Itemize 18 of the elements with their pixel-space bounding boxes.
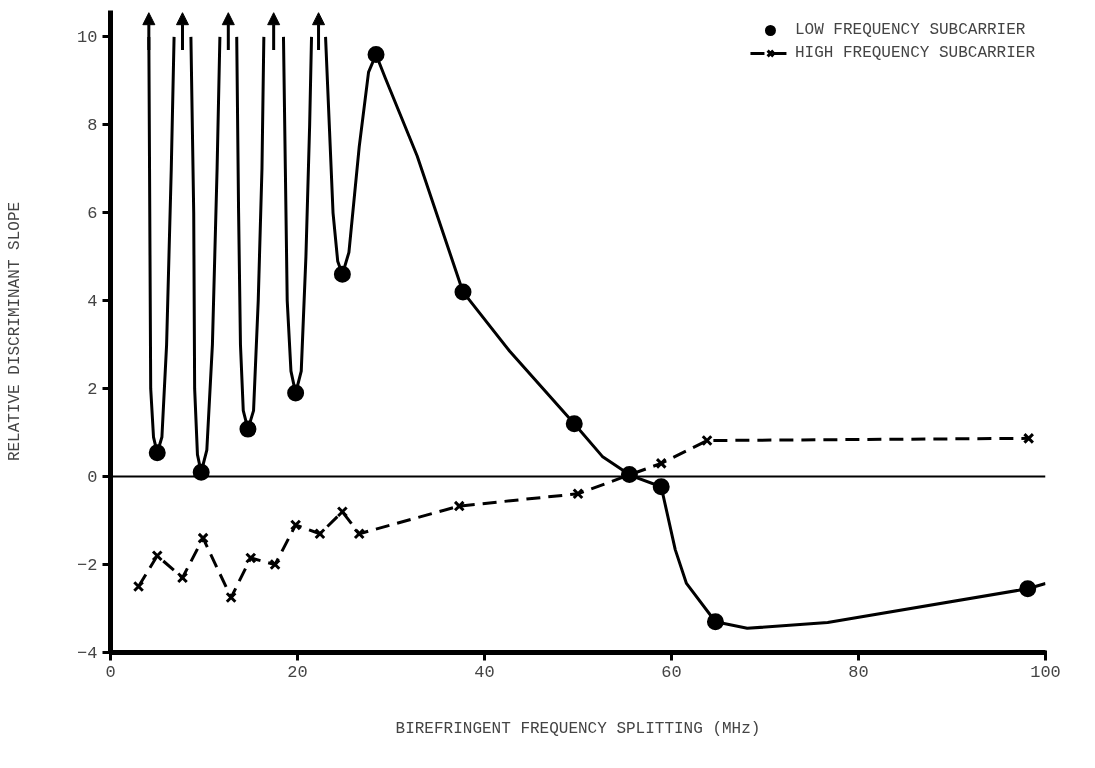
x-tick-label: 40: [474, 662, 495, 682]
y-tick-label: 6: [87, 204, 98, 224]
y-axis-title: RELATIVE DISCRIMINANT SLOPE: [6, 201, 25, 462]
legend-label: HIGH FREQUENCY SUBCARRIER: [794, 44, 1035, 62]
legend-label: LOW FREQUENCY SUBCARRIER: [794, 21, 1026, 39]
x-tick-label: 0: [105, 662, 116, 682]
y-tick-label: 8: [87, 116, 98, 136]
x-tick-label: 20: [287, 662, 308, 682]
x-tick-label: 100: [1030, 662, 1061, 682]
y-tick-label: 4: [87, 292, 98, 312]
y-tick-label: 2: [87, 380, 98, 400]
x-tick-label: 80: [848, 662, 869, 682]
x-axis-title: BIREFRINGENT FREQUENCY SPLITTING (MHz): [395, 719, 761, 738]
y-tick-label: −4: [77, 644, 98, 663]
x-tick-label: 60: [661, 662, 682, 682]
y-tick-label: 10: [77, 28, 98, 48]
y-tick-label: −2: [77, 556, 98, 576]
y-tick-label: 0: [87, 468, 98, 488]
